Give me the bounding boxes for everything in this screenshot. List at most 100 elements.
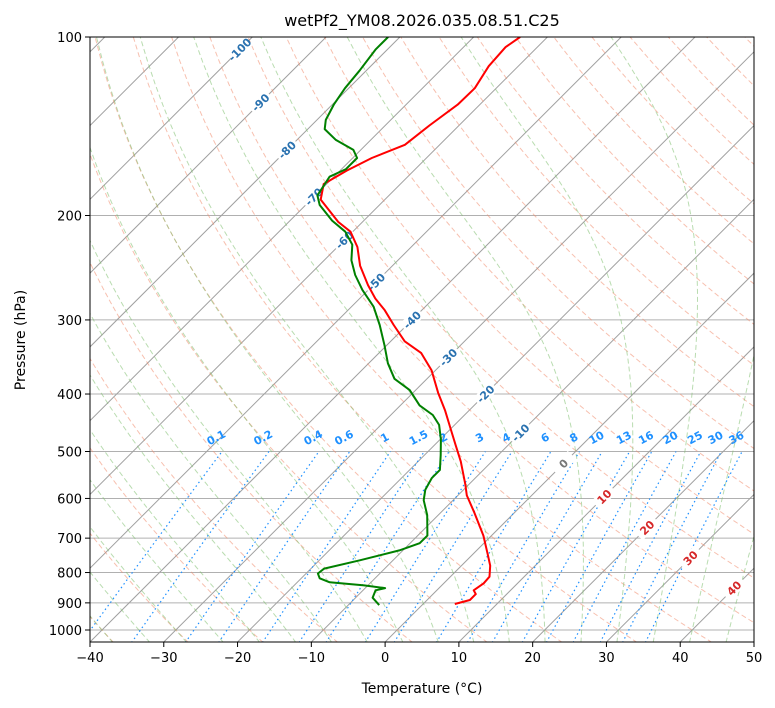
mixing-ratio-lines bbox=[90, 451, 743, 642]
isotherm-line bbox=[90, 37, 696, 642]
dry-adiabat-line bbox=[438, 37, 754, 366]
dry-adiabat-line bbox=[90, 261, 413, 642]
mixing-ratio-line bbox=[622, 451, 722, 642]
dry-adiabat-line bbox=[90, 152, 488, 642]
temperature-profile-line bbox=[319, 37, 521, 605]
mixing-ratio-label: 8 bbox=[567, 430, 580, 445]
moist-adiabat-line bbox=[90, 239, 368, 642]
mixing-ratio-label: 10 bbox=[587, 428, 607, 447]
mixing-ratio-line bbox=[90, 451, 223, 632]
mixing-ratio-label: 20 bbox=[661, 428, 681, 447]
mixing-ratio-line bbox=[298, 451, 425, 642]
isotherm-label-background bbox=[721, 575, 747, 601]
mixing-ratio-label: 3 bbox=[473, 430, 486, 445]
y-tick-label: 400 bbox=[57, 388, 82, 403]
x-tick-label: −30 bbox=[150, 651, 177, 666]
mixing-ratio-label: 25 bbox=[685, 429, 705, 448]
mixing-ratio-label: 1 bbox=[378, 430, 391, 445]
x-tick-label: 40 bbox=[672, 651, 689, 666]
x-tick-label: 10 bbox=[451, 651, 468, 666]
mixing-ratio-line bbox=[599, 451, 702, 642]
isotherm-line bbox=[90, 37, 327, 274]
moist-adiabat-line bbox=[725, 534, 754, 642]
isotherm-label-background bbox=[634, 514, 660, 541]
moist-adiabat-line bbox=[460, 37, 634, 642]
isotherm-label-background bbox=[247, 89, 274, 116]
isotherm-line bbox=[458, 346, 754, 642]
y-tick-label: 600 bbox=[57, 492, 82, 507]
mixing-ratio-line bbox=[262, 451, 391, 642]
moist-adiabat-line bbox=[260, 37, 546, 642]
mixing-ratio-line bbox=[131, 451, 270, 642]
y-tick-label: 800 bbox=[57, 567, 82, 582]
y-tick-label: 100 bbox=[57, 31, 82, 46]
mixing-ratio-line bbox=[393, 451, 513, 642]
mixing-ratio-label: 0.1 bbox=[205, 428, 228, 449]
isotherm-line bbox=[753, 641, 754, 642]
dry-adiabat-line bbox=[323, 37, 754, 492]
isotherm-line bbox=[163, 51, 754, 642]
moist-adiabat-line bbox=[346, 37, 584, 642]
x-tick-label: −10 bbox=[298, 651, 325, 666]
dry-adiabat-line bbox=[362, 37, 754, 450]
isotherm-line bbox=[531, 419, 754, 642]
x-tick-label: −20 bbox=[224, 651, 251, 666]
x-tick-label: −40 bbox=[76, 651, 103, 666]
y-axis-label: Pressure (hPa) bbox=[13, 290, 29, 390]
dry-adiabat-line bbox=[744, 37, 754, 47]
moist-adiabat-line bbox=[90, 428, 260, 642]
dry-adiabat-line bbox=[629, 37, 754, 165]
mixing-ratio-line bbox=[436, 451, 552, 642]
dry-adiabat-line bbox=[706, 37, 754, 87]
isotherms bbox=[90, 37, 754, 642]
mixing-ratio-line bbox=[185, 451, 320, 642]
isotherm-label-background bbox=[591, 483, 617, 510]
mixing-ratio-label: 36 bbox=[727, 428, 747, 447]
dry-adiabat-line bbox=[90, 357, 339, 642]
moist-adiabat-line bbox=[90, 374, 297, 642]
dry-adiabat-line bbox=[515, 37, 754, 285]
mixing-ratio-line bbox=[218, 451, 351, 642]
isotherm-label-background bbox=[472, 381, 499, 407]
moist-adiabats bbox=[90, 37, 754, 642]
mixing-ratio-line bbox=[572, 451, 677, 642]
plot-frame bbox=[89, 36, 755, 643]
isotherm-line bbox=[236, 124, 754, 642]
moist-adiabat-line bbox=[689, 352, 754, 642]
isotherm-label: -100 bbox=[226, 35, 255, 64]
mixing-ratio-label: 2 bbox=[437, 430, 450, 445]
isotherm-line bbox=[310, 198, 754, 642]
dry-adiabat-line bbox=[90, 532, 189, 642]
moist-adiabat-line bbox=[139, 37, 475, 642]
mixing-ratio-label: 13 bbox=[614, 429, 634, 448]
isotherm-line bbox=[605, 493, 754, 642]
isotherm-line bbox=[90, 37, 253, 201]
x-tick-label: 20 bbox=[524, 651, 541, 666]
isotherm-label-background bbox=[227, 37, 253, 63]
dewpoint-profile-line bbox=[316, 37, 442, 606]
dry-adiabats bbox=[90, 37, 754, 642]
mixing-ratio-line bbox=[325, 451, 450, 642]
chart-title: wetPf2_YM08.2026.035.08.51.C25 bbox=[284, 11, 560, 31]
isotherm-label-background bbox=[399, 307, 425, 333]
dry-adiabat-line bbox=[90, 447, 264, 642]
mixing-ratio-line bbox=[546, 451, 653, 642]
y-tick-label: 500 bbox=[57, 445, 82, 460]
dry-adiabat-line bbox=[132, 37, 638, 642]
y-tick-label: 1000 bbox=[49, 624, 82, 639]
x-tick-label: 30 bbox=[598, 651, 615, 666]
y-tick-label: 900 bbox=[57, 597, 82, 612]
isotherm-line bbox=[90, 37, 401, 348]
isotherm-label-background bbox=[435, 344, 462, 371]
isotherm-label-background bbox=[550, 450, 577, 477]
y-tick-label: 700 bbox=[57, 532, 82, 547]
mixing-ratio-line bbox=[467, 451, 581, 642]
y-tick-label: 200 bbox=[57, 210, 82, 225]
profiles bbox=[316, 37, 521, 606]
dry-adiabat-line bbox=[171, 37, 713, 642]
mixing-ratio-labels: 0.1 0.2 0.4 0.6 1 1.5 2 3 4 6 8 10 13 16 20 25 30 36 bbox=[205, 427, 747, 448]
dry-adiabat-line bbox=[667, 37, 754, 126]
x-axis: −40 −30 −20 −10 0 10 20 30 40 50 bbox=[76, 642, 762, 666]
dry-adiabat-line bbox=[591, 37, 754, 205]
